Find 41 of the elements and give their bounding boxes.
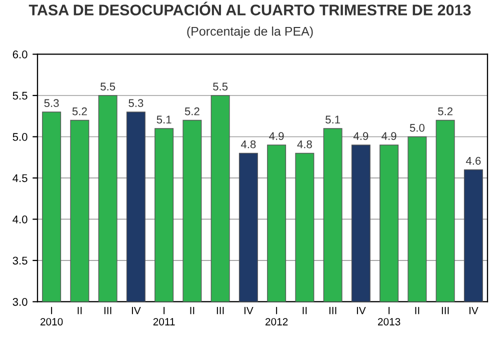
y-tick-label: 4.0 bbox=[12, 215, 28, 224]
data-label: 4.9 bbox=[353, 132, 368, 140]
y-tick-label: 5.0 bbox=[12, 132, 28, 141]
data-label: 4.9 bbox=[382, 132, 396, 140]
data-label: 4.9 bbox=[269, 132, 284, 140]
x-tick-label: II bbox=[302, 306, 307, 314]
chart-subtitle: (Porcentaje de la PEA) bbox=[187, 26, 313, 38]
x-tick-label: III bbox=[216, 306, 224, 314]
y-tick-label: 6.0 bbox=[12, 50, 28, 58]
x-tick-label: II bbox=[78, 306, 82, 314]
y-tick-label: 3.0 bbox=[12, 298, 28, 306]
data-label: 4.8 bbox=[297, 140, 312, 148]
data-label: 5.1 bbox=[156, 116, 172, 124]
data-label: 5.2 bbox=[438, 107, 452, 116]
data-label: 5.1 bbox=[326, 116, 340, 124]
data-label: 4.8 bbox=[240, 140, 256, 148]
x-tick-label: III bbox=[329, 306, 336, 314]
y-tick-label: 5.5 bbox=[12, 92, 28, 100]
x-tick-label: II bbox=[415, 306, 420, 314]
x-tick-label: I 2010 bbox=[40, 306, 63, 326]
x-tick-label: I 2013 bbox=[378, 306, 400, 326]
x-tick-label: I 2012 bbox=[266, 306, 288, 326]
data-label: 5.3 bbox=[128, 99, 144, 108]
y-tick-label: 4.5 bbox=[12, 174, 28, 182]
data-label: 5.3 bbox=[44, 99, 59, 108]
x-tick-label: I 2011 bbox=[153, 306, 175, 326]
data-label: 5.2 bbox=[184, 107, 200, 116]
x-tick-label: IV bbox=[132, 306, 141, 314]
data-label: 4.6 bbox=[466, 156, 481, 165]
x-tick-label: IV bbox=[244, 306, 254, 314]
data-label: 5.5 bbox=[213, 82, 228, 91]
data-label: 5.5 bbox=[100, 82, 116, 91]
data-label: 5.0 bbox=[410, 124, 424, 132]
x-tick-label: III bbox=[104, 306, 112, 314]
x-tick-label: II bbox=[190, 306, 194, 314]
x-tick-label: IV bbox=[356, 306, 366, 314]
x-tick-label: IV bbox=[469, 306, 478, 314]
y-tick-label: 3.5 bbox=[12, 256, 28, 265]
x-tick-label: III bbox=[442, 306, 449, 314]
data-label: 5.2 bbox=[72, 107, 87, 116]
chart-title: TASA DE DESOCUPACIÓN AL CUARTO TRIMESTRE DE 2013 bbox=[28, 2, 471, 16]
